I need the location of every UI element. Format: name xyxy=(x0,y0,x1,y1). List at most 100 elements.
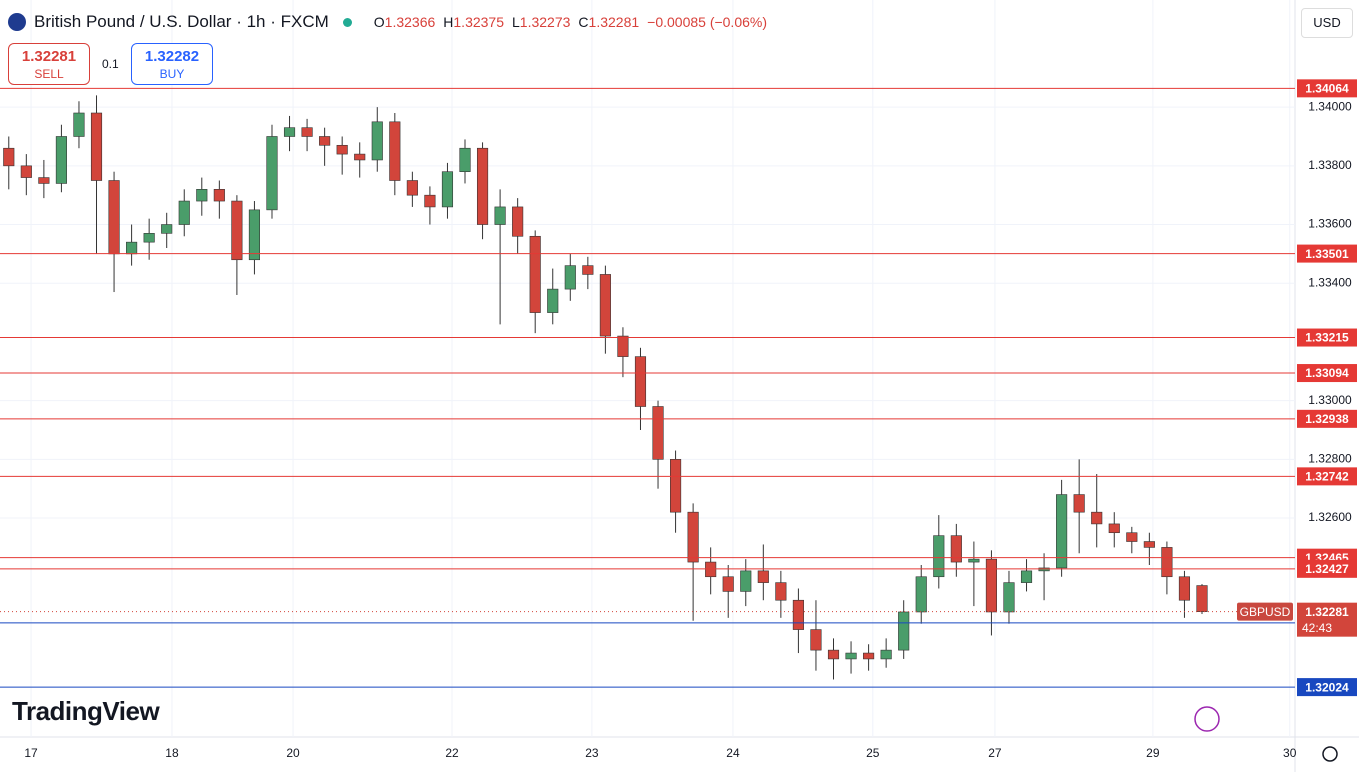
candle-body xyxy=(213,189,225,202)
candle-body xyxy=(1003,582,1015,613)
x-tick-label: 29 xyxy=(1146,746,1160,760)
candle-body xyxy=(354,153,366,161)
candle-body xyxy=(705,561,717,578)
candle-body xyxy=(985,558,997,613)
candle-body xyxy=(336,144,348,155)
level-label-box xyxy=(1297,328,1357,347)
x-tick-label: 25 xyxy=(866,746,880,760)
candle-body xyxy=(687,511,699,563)
candle-body xyxy=(1143,541,1155,548)
sell-price: 1.32281 xyxy=(21,48,77,65)
x-tick-label: 20 xyxy=(286,746,300,760)
candle-body xyxy=(617,335,629,357)
candle-body xyxy=(564,265,576,290)
candle-body xyxy=(90,112,103,181)
quantity: 0.1 xyxy=(102,57,119,71)
candle-body xyxy=(968,558,980,563)
candle-body xyxy=(38,177,50,184)
candle-body xyxy=(670,459,682,513)
ohlc-value: 1.32366 xyxy=(384,14,436,30)
candle-body xyxy=(1056,494,1068,569)
candle-body xyxy=(20,165,32,178)
status-dot xyxy=(342,17,352,27)
candle-body xyxy=(108,180,120,255)
candle-body xyxy=(126,241,138,255)
ohlc-key: C xyxy=(578,14,589,30)
level-label: 1.32427 xyxy=(1305,562,1349,576)
ohlc-change: −0.00085 (−0.06%) xyxy=(647,14,768,30)
symbol-tag: GBPUSD xyxy=(1240,605,1291,619)
candle-body xyxy=(424,194,436,208)
x-tick-label: 30 xyxy=(1283,746,1297,760)
buy-button[interactable]: 1.32282 BUY xyxy=(131,43,213,85)
level-label-box xyxy=(1297,364,1357,383)
candle-body xyxy=(283,127,296,137)
candle-body xyxy=(898,611,910,651)
candle-body xyxy=(441,171,454,208)
candle-body xyxy=(248,209,261,261)
candle-body xyxy=(178,200,190,225)
x-tick-label: 24 xyxy=(726,746,740,760)
level-label: 1.32938 xyxy=(1305,412,1349,426)
ohlc-key: O xyxy=(373,14,385,30)
candle-body xyxy=(845,652,857,660)
candle-body xyxy=(196,189,208,202)
y-tick-label: 1.33400 xyxy=(1308,275,1352,289)
y-tick-label: 1.33600 xyxy=(1308,217,1352,231)
candle-body xyxy=(775,582,787,601)
candle-body xyxy=(1091,511,1103,525)
x-tick-label: 18 xyxy=(165,746,179,760)
candle-body xyxy=(1196,585,1208,612)
x-tick-label: 23 xyxy=(585,746,599,760)
level-label: 1.33094 xyxy=(1305,366,1349,380)
level-label-box xyxy=(1297,79,1357,98)
y-tick-label: 1.33800 xyxy=(1308,158,1352,172)
candle-body xyxy=(476,147,489,225)
level-label: 1.33215 xyxy=(1305,331,1349,345)
candle-body xyxy=(1108,523,1120,534)
y-tick-label: 1.32600 xyxy=(1308,510,1352,524)
symbol-tag-box xyxy=(1237,602,1293,621)
ohlc-value: 1.32273 xyxy=(519,14,571,30)
level-label-box xyxy=(1297,244,1357,263)
candle-body xyxy=(1020,570,1033,583)
candle-body xyxy=(915,576,927,613)
candle-body xyxy=(792,599,804,630)
candle-body xyxy=(740,570,752,592)
candle-body xyxy=(371,121,383,161)
candle-body xyxy=(3,147,15,167)
candle-body xyxy=(231,200,243,261)
candle-body xyxy=(863,652,875,660)
candle-body xyxy=(73,112,85,137)
candle-body xyxy=(1161,547,1173,578)
sell-label: SELL xyxy=(34,67,64,81)
sell-button[interactable]: 1.32281 SELL xyxy=(8,43,90,85)
level-label-box xyxy=(1297,409,1357,428)
symbol-icon xyxy=(8,13,26,31)
current-price-box xyxy=(1297,602,1357,637)
candle-body xyxy=(880,649,892,660)
ohlc-key: L xyxy=(512,14,520,30)
level-label-box xyxy=(1297,559,1357,578)
countdown: 42:43 xyxy=(1302,621,1332,635)
news-icon xyxy=(1194,706,1220,732)
candle-body xyxy=(161,224,173,234)
candle-body xyxy=(266,136,278,211)
candle-body xyxy=(722,576,734,592)
level-label: 1.34064 xyxy=(1305,82,1349,96)
candle-body xyxy=(319,136,331,146)
grid xyxy=(0,0,1295,737)
buy-label: BUY xyxy=(159,67,185,81)
level-label: 1.32024 xyxy=(1305,680,1349,694)
level-label: 1.33501 xyxy=(1305,247,1349,261)
candle-body xyxy=(827,649,840,660)
candle-body xyxy=(599,274,611,337)
x-tick-label: 17 xyxy=(24,746,38,760)
y-tick-label: 1.32800 xyxy=(1308,452,1352,466)
currency[interactable]: USD xyxy=(1301,8,1353,38)
candle-body xyxy=(512,206,524,237)
ohlc-value: 1.32375 xyxy=(453,14,504,30)
candle-body xyxy=(582,265,594,275)
candle-body xyxy=(529,235,541,313)
candle-body xyxy=(757,570,769,583)
